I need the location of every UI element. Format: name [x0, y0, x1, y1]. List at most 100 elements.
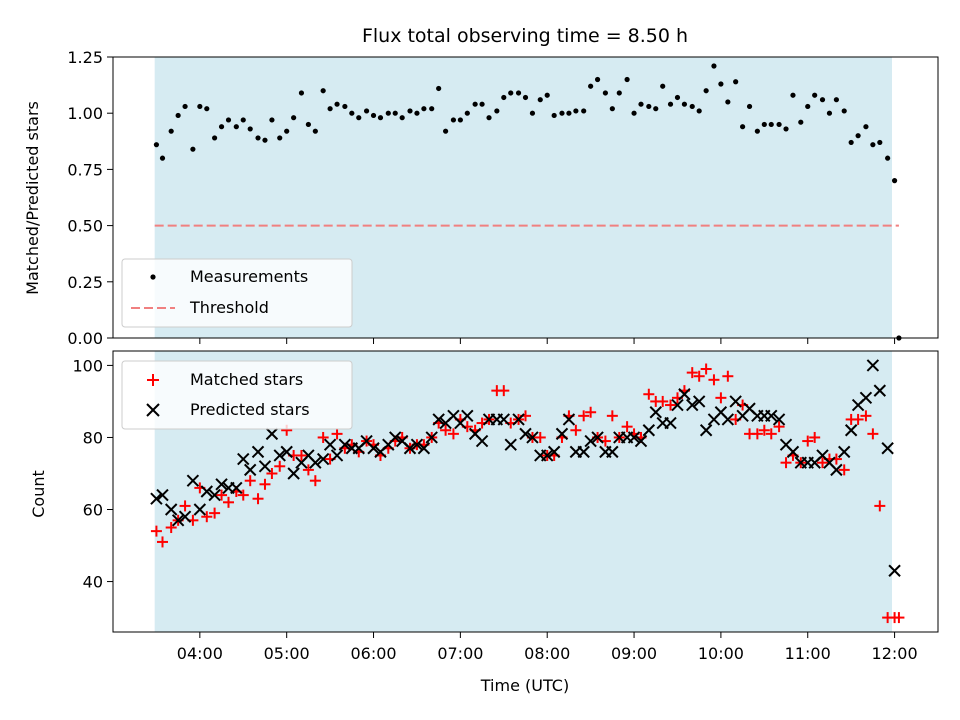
- data-point: [562, 413, 576, 426]
- x-tick-label: 10:00: [698, 644, 744, 663]
- data-point: [269, 117, 275, 123]
- data-point: [287, 467, 300, 480]
- data-point: [573, 108, 579, 114]
- data-point: [178, 510, 192, 523]
- data-point: [621, 421, 633, 433]
- data-point: [320, 88, 326, 94]
- data-point: [874, 500, 886, 512]
- data-point: [153, 142, 160, 148]
- data-point: [150, 525, 162, 537]
- x-tick-label: 05:00: [264, 644, 310, 663]
- bottom-axes-frame: [112, 350, 939, 633]
- data-point: [494, 108, 500, 114]
- data-point: [844, 424, 858, 437]
- data-point: [237, 452, 250, 466]
- data-point: [609, 106, 615, 112]
- data-point: [541, 449, 554, 462]
- data-point: [708, 374, 720, 386]
- series-predicted-stars: [150, 359, 901, 577]
- data-point: [230, 481, 243, 495]
- data-point: [634, 434, 648, 448]
- x-tick-label: 07:00: [437, 644, 483, 663]
- data-point: [252, 493, 264, 505]
- top-y-ticks: 0.00 0.25 0.50 0.75 1.00 1.25: [67, 48, 113, 348]
- data-point: [761, 121, 767, 128]
- data-point: [450, 117, 457, 123]
- data-point: [715, 392, 727, 404]
- data-point: [758, 424, 770, 436]
- bottom-y-axis-label: Count: [29, 470, 48, 518]
- data-point: [802, 435, 814, 447]
- top-axes-frame: [112, 56, 939, 339]
- data-point: [237, 489, 249, 501]
- data-point: [544, 92, 550, 98]
- data-point: [809, 431, 821, 443]
- data-point: [171, 514, 185, 527]
- data-point: [179, 500, 191, 512]
- y-tick-label: 80: [83, 428, 103, 447]
- data-point: [529, 110, 536, 116]
- legend-matched-label: Matched stars: [190, 370, 303, 389]
- data-point: [298, 90, 305, 96]
- data-point: [197, 103, 203, 110]
- y-tick-label: 60: [83, 501, 103, 520]
- data-point: [721, 413, 735, 426]
- data-point: [193, 503, 207, 516]
- bottom-x-ticks: 04:00 05:00 06:00 07:00 08:00 09:00 10:00 11:00…: [177, 632, 918, 663]
- data-point: [746, 103, 753, 110]
- data-point: [581, 108, 587, 114]
- data-point: [436, 85, 442, 92]
- data-point: [443, 128, 449, 134]
- data-point: [417, 442, 431, 455]
- data-point: [646, 103, 652, 110]
- data-point: [754, 128, 760, 134]
- data-point: [504, 438, 517, 451]
- data-point: [440, 424, 452, 436]
- data-point: [201, 511, 213, 523]
- bottom-legend-box: [121, 360, 353, 430]
- data-point: [768, 121, 774, 128]
- data-point: [367, 442, 380, 455]
- data-point: [244, 475, 256, 487]
- data-point: [486, 115, 492, 121]
- data-point: [783, 126, 789, 132]
- data-point: [602, 90, 608, 96]
- bottom-y-ticks: 40 60 80 100: [72, 356, 113, 592]
- data-point: [812, 92, 818, 98]
- y-tick-label: 1.25: [67, 48, 103, 67]
- data-point: [786, 445, 800, 459]
- data-point: [479, 101, 485, 107]
- y-tick-label: 0.50: [67, 217, 103, 236]
- data-point: [664, 416, 677, 430]
- data-point: [838, 445, 851, 459]
- data-point: [699, 424, 713, 437]
- data-point: [295, 449, 307, 461]
- data-point: [215, 478, 228, 491]
- data-point: [392, 110, 398, 116]
- data-point: [559, 110, 565, 116]
- data-point: [342, 103, 348, 110]
- data-point: [718, 81, 724, 87]
- bottom-marks: [150, 359, 905, 624]
- data-point: [461, 409, 474, 423]
- data-point: [164, 503, 178, 516]
- data-point: [515, 90, 522, 96]
- data-point: [696, 108, 702, 114]
- data-point: [432, 413, 445, 426]
- data-point: [689, 103, 695, 110]
- data-point: [316, 452, 330, 466]
- data-point: [302, 464, 314, 476]
- data-point: [240, 117, 246, 123]
- data-point: [852, 413, 864, 425]
- data-point: [204, 106, 210, 112]
- data-point: [877, 139, 883, 146]
- data-point: [498, 385, 510, 397]
- data-point: [594, 76, 601, 83]
- data-point: [578, 410, 590, 422]
- data-point: [729, 395, 742, 408]
- data-point: [585, 406, 597, 418]
- y-tick-label: 0.75: [67, 160, 103, 179]
- data-point: [776, 121, 782, 128]
- data-point: [551, 112, 557, 119]
